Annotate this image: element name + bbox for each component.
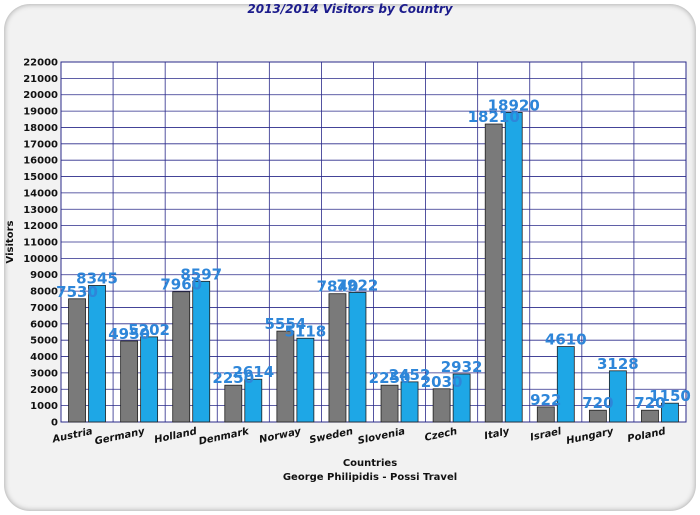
bars (68, 112, 679, 423)
y-tick-label: 13000 (23, 205, 58, 216)
y-tick-label: 20000 (23, 90, 58, 101)
bar (380, 384, 399, 423)
y-tick-label: 15000 (23, 172, 58, 183)
bar (608, 370, 627, 423)
data-label: 7840 (317, 278, 359, 296)
data-label: 4950 (108, 325, 150, 343)
data-label: 7960 (160, 276, 202, 294)
data-label: 5118 (285, 322, 327, 340)
bar (588, 409, 607, 423)
data-label: 720 (634, 394, 665, 412)
bar (172, 291, 191, 423)
x-axis-label: Countries (343, 458, 397, 469)
data-label: 5202 (128, 321, 170, 339)
y-tick-label: 0 (51, 418, 58, 429)
data-label: 18920 (488, 96, 540, 114)
y-axis-label: Visitors (5, 221, 16, 264)
data-label: 7530 (56, 283, 98, 301)
bar (328, 293, 347, 423)
x-tick-label: Austria (51, 426, 94, 445)
data-label: 3128 (597, 355, 639, 373)
data-label: 720 (582, 394, 613, 412)
y-tick-label: 9000 (30, 270, 58, 281)
chart-title: 2013/2014 Visitors by Country (247, 2, 453, 16)
x-tick-label: Italy (483, 426, 510, 442)
bar (296, 337, 315, 423)
data-label: 4610 (545, 331, 587, 349)
grid (60, 61, 687, 423)
y-tick-label: 6000 (30, 319, 58, 330)
bar (224, 384, 243, 423)
y-tick-label: 4000 (30, 352, 58, 363)
x-tick-label: Czech (424, 426, 459, 444)
data-label: 2030 (421, 373, 463, 391)
bar (348, 291, 367, 423)
data-label: 18210 (468, 108, 520, 126)
y-tick-label: 5000 (30, 336, 58, 347)
x-axis-ticks: Austria Germany Holland Denmark Norway Sweden… (51, 426, 668, 448)
y-tick-label: 10000 (23, 254, 58, 265)
y-tick-label: 14000 (23, 188, 58, 199)
y-tick-label: 21000 (23, 74, 58, 85)
data-label: 2614 (232, 363, 274, 381)
bar (484, 123, 503, 423)
data-label: 8345 (76, 269, 118, 287)
y-tick-label: 7000 (30, 303, 58, 314)
bar (504, 112, 523, 423)
chart-credit: George Philipidis - Possi Travel (283, 472, 457, 483)
x-tick-label: Denmark (198, 426, 251, 448)
x-tick-label: Israel (529, 426, 563, 443)
y-tick-label: 18000 (23, 123, 58, 134)
data-label: 2932 (441, 358, 483, 376)
y-tick-label: 3000 (30, 368, 58, 379)
bar (244, 378, 263, 423)
data-label: 2250 (212, 369, 254, 387)
bar (452, 373, 471, 423)
y-axis-ticks: 0 1000 2000 3000 4000 5000 6000 7000 8000 9000 100… (23, 58, 58, 429)
bar (641, 409, 659, 423)
data-label: 2250 (369, 369, 411, 387)
y-tick-label: 11000 (23, 238, 58, 249)
x-tick-label: Germany (94, 426, 146, 447)
bar (88, 285, 106, 423)
y-tick-label: 16000 (23, 156, 58, 167)
x-tick-label: Slovenia (357, 426, 407, 447)
bar (661, 402, 679, 423)
bar (120, 340, 139, 423)
y-tick-label: 19000 (23, 107, 58, 118)
data-labels: 7530834549505202796085972250261455545118… (56, 96, 691, 412)
bar (140, 336, 159, 423)
x-tick-label: Norway (258, 426, 302, 446)
x-tick-label: Poland (626, 426, 667, 445)
bar (400, 381, 419, 423)
data-label: 2452 (389, 366, 431, 384)
y-tick-label: 22000 (23, 58, 58, 69)
y-tick-label: 2000 (30, 385, 58, 396)
data-label: 5554 (265, 315, 307, 333)
y-tick-label: 12000 (23, 221, 58, 232)
x-tick-label: Holland (153, 426, 198, 446)
bar (276, 330, 295, 423)
data-label: 8597 (180, 265, 222, 283)
bar (432, 388, 451, 423)
x-tick-label: Hungary (565, 426, 615, 447)
data-label: 7922 (337, 276, 379, 294)
y-tick-label: 8000 (30, 287, 58, 298)
x-tick-label: Sweden (308, 426, 354, 446)
bar (556, 346, 575, 423)
y-tick-label: 1000 (30, 401, 58, 412)
data-label: 922 (530, 391, 561, 409)
bar (68, 298, 86, 423)
bar (536, 406, 555, 423)
data-label: 1150 (649, 387, 691, 405)
bar (192, 280, 211, 423)
y-tick-label: 17000 (23, 139, 58, 150)
